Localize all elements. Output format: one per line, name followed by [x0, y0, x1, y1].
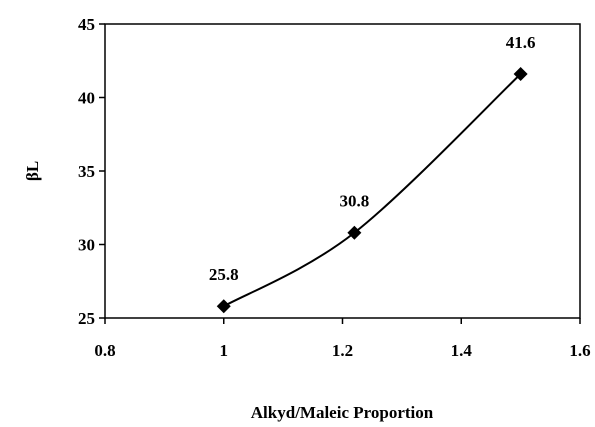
y-tick-label: 40: [78, 89, 95, 108]
data-labels: 25.8 30.8 41.6: [209, 33, 536, 284]
x-tick-label: 0.8: [94, 341, 115, 360]
x-tick-label: 1: [220, 341, 229, 360]
y-tick-label: 45: [78, 15, 95, 34]
y-axis-ticks: 25 30 35 40 45: [78, 15, 105, 328]
x-tick-label: 1.2: [332, 341, 353, 360]
data-point-label: 25.8: [209, 265, 239, 284]
series-line: [223, 73, 522, 308]
x-axis-title: Alkyd/Maleic Proportion: [251, 403, 434, 422]
y-tick-label: 30: [78, 236, 95, 255]
x-tick-label: 1.6: [569, 341, 590, 360]
data-markers: [216, 66, 528, 314]
y-axis-title: βL: [23, 161, 42, 181]
data-point-label: 30.8: [340, 192, 370, 211]
data-point-marker: [216, 299, 231, 314]
x-axis-ticks: 0.8 1 1.2 1.4 1.6: [94, 318, 591, 360]
y-tick-label: 35: [78, 162, 95, 181]
data-point-marker: [513, 66, 528, 81]
data-point-label: 41.6: [506, 33, 536, 52]
y-tick-label: 25: [78, 309, 95, 328]
plot-area: [104, 23, 581, 319]
x-tick-label: 1.4: [451, 341, 473, 360]
data-point-marker: [347, 225, 362, 240]
